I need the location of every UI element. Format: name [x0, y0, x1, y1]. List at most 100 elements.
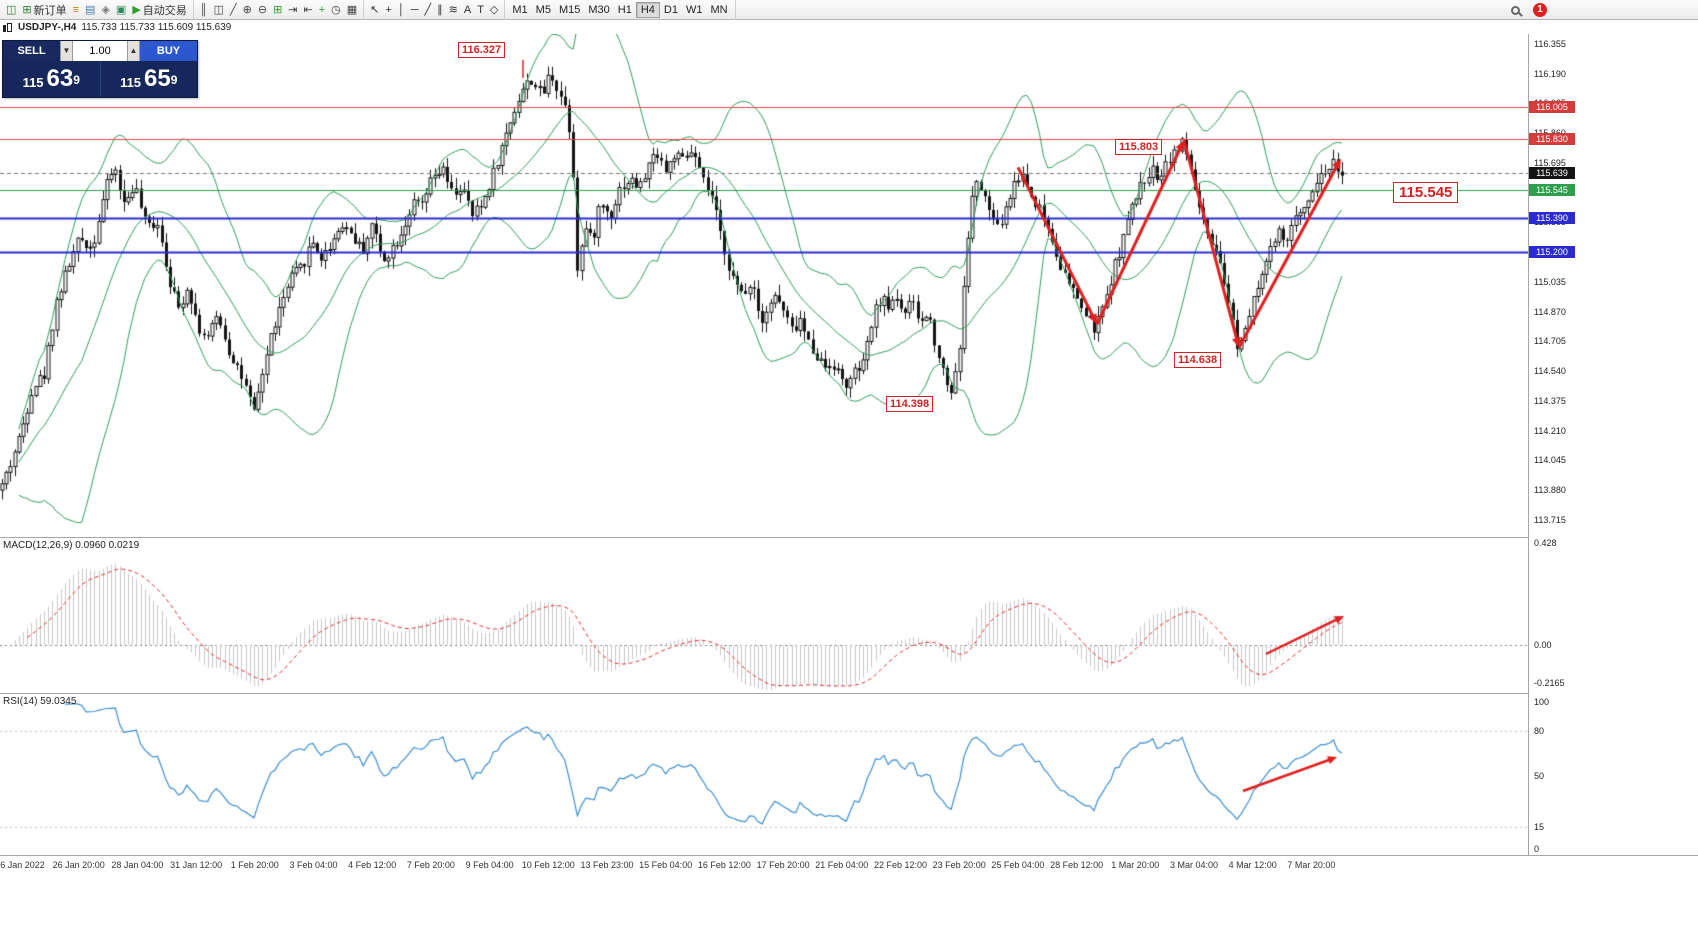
time-label: 28 Feb 12:00	[1050, 860, 1104, 870]
price-tick: 114.045	[1534, 455, 1566, 466]
vertical-line-icon[interactable]: │	[397, 3, 405, 16]
price-chart-canvas[interactable]	[0, 34, 1528, 855]
time-label: 22 Feb 12:00	[873, 860, 928, 870]
price-badge: 115.200	[1529, 246, 1575, 259]
price-tick: 114.375	[1534, 395, 1566, 406]
time-label: 15 Feb 04:00	[639, 860, 693, 870]
label-icon[interactable]: T	[477, 3, 484, 16]
chart-shift-icon[interactable]: ⇤	[303, 3, 313, 16]
time-label: 17 Feb 20:00	[756, 860, 810, 870]
fibonacci-icon[interactable]: ≋	[448, 3, 458, 16]
timeframe-w1-button[interactable]: W1	[685, 3, 703, 16]
candlestick-chart-type-icon[interactable]: ◫	[213, 3, 224, 16]
rsi-scale-tick: 80	[1534, 726, 1545, 737]
time-label: 1 Feb 20:00	[230, 860, 279, 870]
price-axis[interactable]: 116.355116.190116.025115.860115.695115.5…	[1528, 34, 1698, 855]
data-window-icon[interactable]: ▤	[85, 3, 96, 16]
price-tick: 115.035	[1534, 276, 1566, 287]
macd-panel-separator[interactable]	[0, 537, 1698, 538]
periods-icon[interactable]: ◷	[331, 3, 341, 16]
macd-scale-min: -0.2165	[1534, 678, 1565, 688]
lot-increase-button[interactable]: ▲	[127, 41, 140, 61]
price-tick: 116.190	[1534, 68, 1566, 79]
price-annotation[interactable]: 116.327	[458, 42, 506, 58]
lot-size-input[interactable]	[73, 41, 127, 61]
time-label: 7 Feb 20:00	[406, 860, 455, 870]
timeframe-h1-button[interactable]: H1	[617, 3, 632, 16]
lot-decrease-button[interactable]: ▼	[60, 41, 73, 61]
rsi-scale-tick: 15	[1534, 821, 1545, 832]
rsi-panel-separator[interactable]	[0, 693, 1698, 694]
rsi-scale-tick: 100	[1534, 697, 1550, 707]
auto-scroll-icon[interactable]: ⇥	[288, 3, 298, 16]
time-label: 4 Mar 12:00	[1228, 860, 1277, 870]
price-annotation[interactable]: 115.545	[1393, 182, 1459, 203]
time-label: 23 Feb 20:00	[932, 860, 986, 870]
cursor-icon[interactable]: ↖	[370, 3, 380, 16]
timeframe-m30-button[interactable]: M30	[588, 3, 610, 16]
chart-window-icon[interactable]: ◫	[6, 3, 17, 16]
horizontal-line-icon[interactable]: ─	[410, 3, 419, 16]
time-label: 3 Mar 04:00	[1169, 860, 1219, 870]
price-tick: 114.540	[1534, 366, 1566, 377]
search-icon[interactable]	[1508, 2, 1523, 18]
price-annotation[interactable]: 115.803	[1115, 139, 1163, 155]
timeframe-m15-button[interactable]: M15	[558, 3, 581, 16]
new-order-button[interactable]: ⊞ 新订单	[22, 3, 67, 17]
price-badge: 115.390	[1529, 211, 1575, 224]
buy-button[interactable]: BUY	[140, 41, 197, 61]
time-label: 10 Feb 12:00	[521, 860, 575, 870]
text-icon[interactable]: A	[463, 3, 472, 16]
trendline-icon[interactable]: ╱	[424, 3, 432, 16]
navigator-icon[interactable]: ◈	[101, 3, 110, 16]
symbol-period-label: USDJPY-,H4	[18, 22, 77, 33]
terminal-icon[interactable]: ▣	[115, 3, 127, 16]
price-badge: 115.545	[1529, 183, 1575, 196]
bar-chart-type-icon[interactable]: ║	[199, 3, 208, 16]
price-tick: 114.870	[1534, 306, 1566, 317]
price-badge: 115.830	[1529, 132, 1575, 145]
zoom-out-icon[interactable]: ⊖	[257, 3, 268, 16]
time-label: 16 Feb 12:00	[697, 860, 751, 870]
timeframe-mn-button[interactable]: MN	[710, 3, 728, 16]
templates-icon[interactable]: ▦	[346, 3, 358, 16]
ask-price-display: 115 65 9	[120, 65, 178, 92]
rsi-scale-tick: 50	[1534, 770, 1545, 781]
time-label: 4 Feb 12:00	[348, 860, 397, 870]
notification-badge[interactable]: 1	[1533, 3, 1547, 17]
autotrading-button[interactable]: ▶ 自动交易	[132, 3, 187, 17]
price-tick: 113.880	[1534, 485, 1566, 496]
price-annotation[interactable]: 114.638	[1174, 352, 1222, 368]
price-tick: 114.705	[1534, 336, 1566, 347]
macd-scale-max: 0.428	[1534, 538, 1557, 548]
crosshair-icon[interactable]: +	[385, 3, 392, 16]
price-badge: 115.639	[1529, 167, 1575, 179]
time-label: 31 Jan 12:00	[170, 860, 223, 870]
time-label: 28 Jan 04:00	[111, 860, 164, 870]
timeframe-d1-button[interactable]: D1	[663, 3, 678, 16]
sell-button[interactable]: SELL	[3, 41, 60, 61]
time-label: 21 Feb 04:00	[815, 860, 869, 870]
timeframe-m5-button[interactable]: M5	[535, 3, 551, 16]
time-label: 7 Mar 20:00	[1287, 860, 1336, 870]
chart-title-bar: USDJPY-,H4 115.733 115.733 115.609 115.6…	[2, 21, 231, 34]
channel-icon[interactable]: ∥	[437, 3, 443, 16]
price-annotation[interactable]: 114.398	[886, 396, 934, 412]
ohlc-values: 115.733 115.733 115.609 115.639	[81, 22, 232, 33]
timeframe-m1-button[interactable]: M1	[512, 3, 528, 16]
price-tick: 114.210	[1534, 425, 1566, 436]
time-label: 13 Feb 23:00	[580, 860, 634, 870]
tile-windows-icon[interactable]: ⊞	[273, 3, 283, 16]
main-toolbar: ◫ ⊞ 新订单 ≡ ▤ ◈ ▣ ▶ 自动交易 ║ ◫ ╱ ⊕ ⊖ ⊞ ⇥ ⇤ + ◷ ▦ ↖ + │ ─ ╱ ∥ ≋ A T ◇ M1 M5…	[0, 0, 1698, 20]
shapes-icon[interactable]: ◇	[489, 3, 499, 16]
price-tick: 113.715	[1534, 514, 1566, 525]
timeframe-h4-button[interactable]: H4	[635, 1, 660, 18]
line-chart-type-icon[interactable]: ╱	[230, 3, 237, 16]
zoom-in-icon[interactable]: ⊕	[242, 3, 252, 16]
time-label: 26 Jan 20:00	[52, 860, 105, 870]
indicators-icon[interactable]: +	[318, 3, 326, 16]
time-axis[interactable]: 26 Jan 2022 26 Jan 20:00 28 Jan 04:00 31 Ja…	[0, 855, 1698, 879]
market-watch-icon[interactable]: ≡	[72, 3, 80, 16]
